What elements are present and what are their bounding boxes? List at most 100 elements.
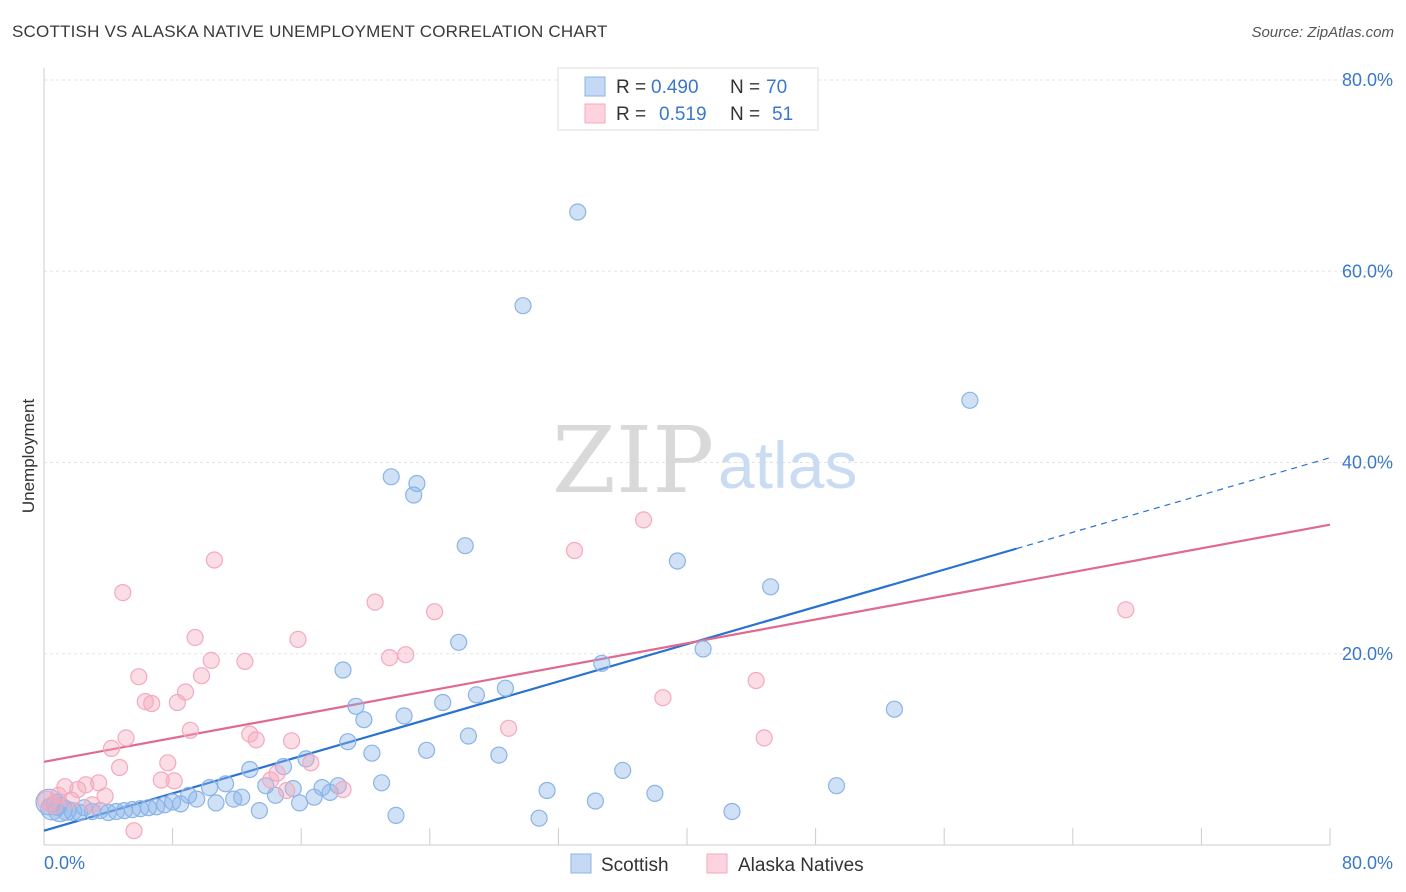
stats-r-label-alaska: R = (616, 104, 646, 125)
stats-legend: R = 0.490 N = 70 R = 0.519 N = 51 (557, 67, 819, 131)
point-scottish (530, 809, 548, 827)
point-scottish (496, 679, 514, 697)
point-scottish (266, 786, 285, 804)
point-scottish (188, 790, 206, 808)
point-alaska (62, 791, 80, 809)
point-alaska (634, 511, 653, 529)
point-scottish (450, 633, 468, 651)
point-alaska (202, 651, 220, 670)
stats-r-value-scottish: 0.490 (651, 77, 699, 98)
source-credit: Source: ZipAtlas.com (1251, 24, 1394, 41)
watermark-zip: ZIP (552, 407, 714, 514)
stats-r-label-scottish: R = (616, 77, 646, 98)
point-scottish (538, 781, 556, 800)
point-alaska (747, 671, 765, 690)
point-scottish (395, 707, 413, 725)
point-scottish (761, 578, 780, 596)
point-alaska (289, 630, 307, 649)
point-scottish (434, 693, 452, 712)
point-alaska (654, 689, 672, 707)
point-alaska (110, 758, 129, 777)
point-alaska (186, 628, 204, 647)
point-scottish (514, 297, 532, 315)
point-scottish (382, 468, 400, 486)
point-alaska (69, 780, 87, 799)
point-alaska (165, 772, 183, 790)
point-scottish (233, 788, 251, 806)
point-scottish (274, 757, 293, 776)
trend-line-scottish-extension (1016, 457, 1331, 550)
point-scottish (250, 801, 268, 820)
legend-label-alaska: Alaska Natives (738, 855, 864, 876)
point-alaska (136, 692, 154, 711)
point-alaska (49, 786, 68, 804)
point-scottish (827, 777, 846, 795)
point-alaska (152, 771, 170, 789)
chart-title: SCOTTISH VS ALASKA NATIVE UNEMPLOYMENT C… (12, 22, 608, 41)
point-scottish (70, 803, 89, 822)
point-scottish (467, 686, 485, 704)
point-alaska (366, 593, 384, 611)
y-tick-label: 20.0% (1342, 644, 1393, 664)
point-scottish (207, 794, 225, 812)
point-scottish (355, 711, 373, 729)
trend-line-scottish (43, 547, 1017, 832)
point-alaska (130, 668, 148, 686)
axes (43, 68, 1331, 846)
point-alaska (397, 646, 415, 664)
point-scottish (408, 474, 426, 493)
point-alaska (334, 780, 352, 799)
point-alaska (500, 719, 518, 737)
point-scottish (180, 786, 198, 804)
stats-n-value-alaska: 51 (772, 104, 793, 125)
point-scottish (56, 800, 77, 821)
point-alaska (205, 551, 223, 569)
point-alaska (83, 796, 101, 814)
point-scottish (387, 806, 405, 825)
y-axis-label: Unemployment (19, 399, 38, 514)
point-alaska (278, 781, 296, 800)
point-alaska (125, 822, 143, 840)
point-scottish (646, 784, 664, 803)
point-alaska (426, 603, 444, 621)
point-alaska (159, 754, 177, 772)
stats-n-label-alaska: N = (730, 104, 760, 125)
point-alaska (1117, 601, 1135, 619)
point-alaska (268, 764, 286, 782)
point-scottish (284, 779, 302, 798)
x-tick-label: 0.0% (44, 853, 85, 873)
point-alaska (262, 771, 280, 789)
series-legend: Scottish Alaska Natives (570, 853, 864, 876)
point-alaska (247, 731, 265, 749)
point-scottish (723, 802, 741, 821)
point-alaska (77, 776, 95, 794)
point-scottish (885, 700, 904, 718)
point-alaska (114, 583, 132, 602)
point-scottish (586, 792, 605, 810)
point-alaska (102, 739, 121, 758)
grid-lines (44, 79, 1392, 655)
legend-swatch-alaska (584, 103, 606, 124)
point-alaska (565, 541, 584, 560)
point-scottish (339, 733, 357, 751)
point-scottish (614, 761, 632, 780)
point-scottish (961, 391, 979, 409)
point-scottish (217, 775, 235, 793)
x-tick-labels: 0.0% 80.0% (44, 853, 1393, 873)
y-tick-label: 40.0% (1342, 453, 1393, 473)
data-points (35, 203, 1135, 840)
legend-swatch-scottish-bottom (570, 853, 592, 874)
stats-n-value-scottish: 70 (766, 77, 787, 98)
point-alaska (755, 729, 773, 747)
watermark: ZIP atlas (552, 407, 857, 514)
point-alaska (143, 694, 161, 713)
point-scottish (456, 537, 474, 555)
point-scottish (363, 744, 381, 762)
point-scottish (291, 794, 309, 812)
x-tick-label: 80.0% (1342, 853, 1393, 873)
point-alaska (44, 795, 63, 815)
y-tick-labels: 20.0% 40.0% 60.0% 80.0% (1342, 70, 1393, 664)
legend-swatch-scottish (584, 76, 606, 97)
point-scottish (569, 203, 587, 221)
